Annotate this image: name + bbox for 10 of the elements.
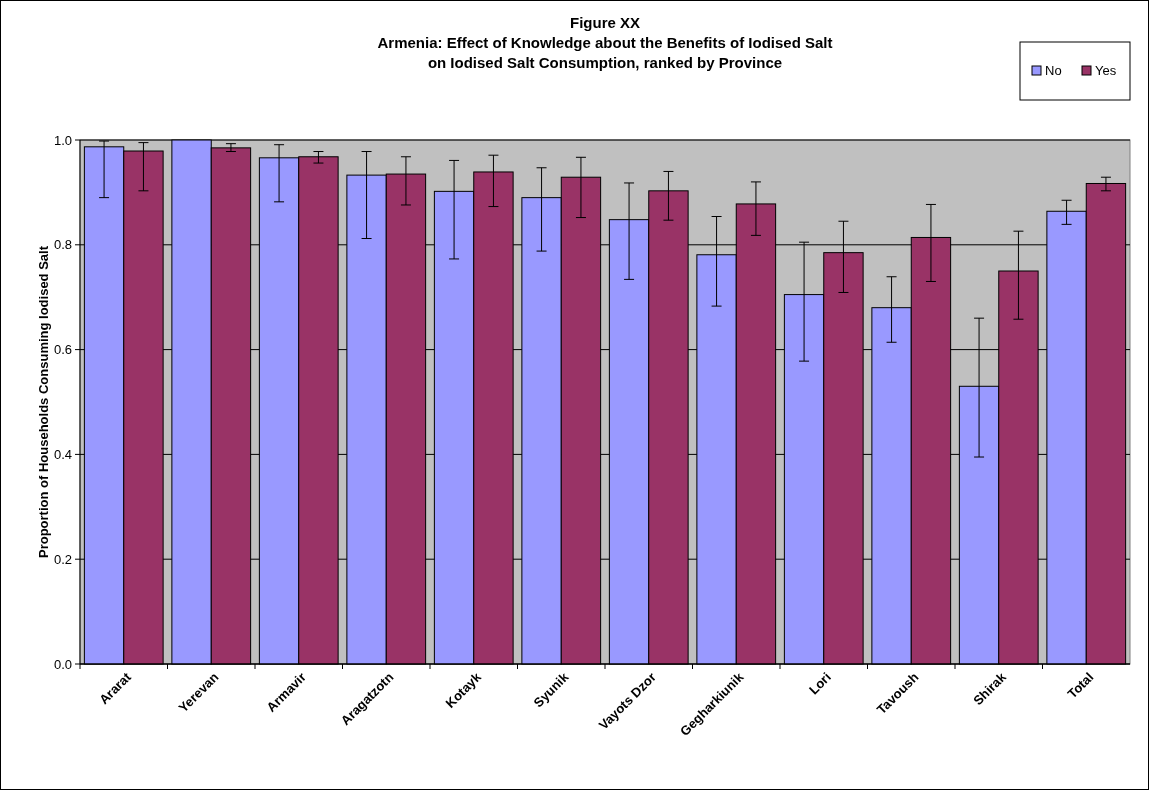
y-tick-label: 0.0 [53, 656, 72, 672]
y-tick-label: 0.4 [53, 446, 72, 462]
chart-title: Figure XX Armenia: Effect of Knowledge about the Benefits of Iodised Salt on Iodised Salt Consumption, ranked by Province [377, 14, 833, 71]
y-tick-label: 0.2 [53, 551, 72, 567]
y-axis-title: Proportion of Households Consuming Iodised Salt [36, 245, 51, 558]
y-tick-label: 1.0 [53, 132, 72, 148]
y-tick-label: 0.8 [53, 237, 72, 253]
legend-label: No [1045, 63, 1062, 78]
y-tick-label: 0.6 [53, 342, 72, 358]
legend-label: Yes [1095, 63, 1117, 78]
